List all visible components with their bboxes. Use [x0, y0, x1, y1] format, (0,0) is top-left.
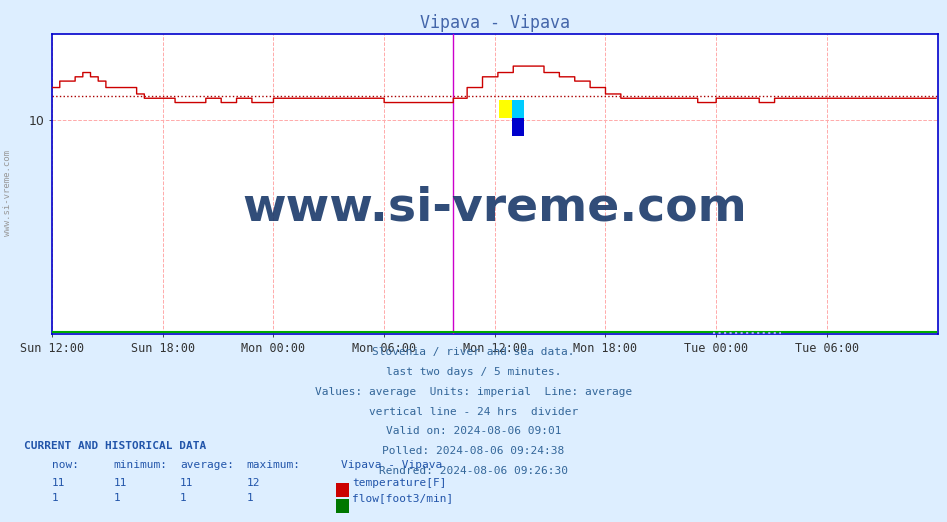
Text: Vipava - Vipava: Vipava - Vipava — [341, 460, 442, 470]
Text: Valid on: 2024-08-06 09:01: Valid on: 2024-08-06 09:01 — [385, 426, 562, 436]
Text: Values: average  Units: imperial  Line: average: Values: average Units: imperial Line: av… — [314, 387, 633, 397]
FancyBboxPatch shape — [511, 118, 524, 136]
Text: flow[foot3/min]: flow[foot3/min] — [352, 493, 454, 503]
Text: maximum:: maximum: — [246, 460, 300, 470]
Text: minimum:: minimum: — [114, 460, 168, 470]
Text: now:: now: — [52, 460, 80, 470]
Text: 1: 1 — [246, 493, 253, 503]
Text: 1: 1 — [52, 493, 59, 503]
Text: 1: 1 — [114, 493, 120, 503]
Text: last two days / 5 minutes.: last two days / 5 minutes. — [385, 367, 562, 377]
Text: Rendred: 2024-08-06 09:26:30: Rendred: 2024-08-06 09:26:30 — [379, 466, 568, 476]
Text: www.si-vreme.com: www.si-vreme.com — [3, 150, 12, 236]
Title: Vipava - Vipava: Vipava - Vipava — [420, 15, 570, 32]
FancyBboxPatch shape — [511, 100, 524, 118]
Text: 12: 12 — [246, 478, 259, 488]
Text: 11: 11 — [52, 478, 65, 488]
Text: Slovenia / river and sea data.: Slovenia / river and sea data. — [372, 347, 575, 357]
FancyBboxPatch shape — [499, 100, 511, 118]
Text: 1: 1 — [180, 493, 187, 503]
Text: vertical line - 24 hrs  divider: vertical line - 24 hrs divider — [369, 407, 578, 417]
Text: average:: average: — [180, 460, 234, 470]
Text: www.si-vreme.com: www.si-vreme.com — [242, 185, 747, 231]
Text: Polled: 2024-08-06 09:24:38: Polled: 2024-08-06 09:24:38 — [383, 446, 564, 456]
Text: CURRENT AND HISTORICAL DATA: CURRENT AND HISTORICAL DATA — [24, 441, 205, 451]
Text: 11: 11 — [180, 478, 193, 488]
Text: 11: 11 — [114, 478, 127, 488]
Text: temperature[F]: temperature[F] — [352, 478, 447, 488]
